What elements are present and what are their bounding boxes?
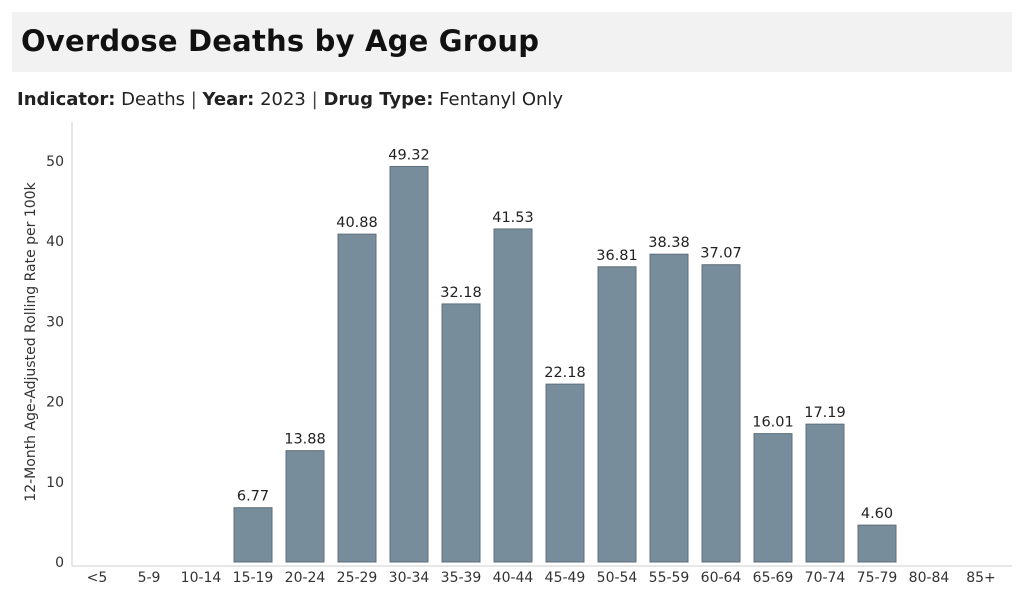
x-tick-label: 85+: [966, 570, 996, 586]
year-label: Year:: [202, 89, 255, 110]
bar-25-29[interactable]: [337, 233, 377, 563]
data-label: 40.88: [336, 215, 378, 231]
title-bar: Overdose Deaths by Age Group: [12, 12, 1012, 72]
x-tick-label: 60-64: [701, 570, 742, 586]
x-tick-label: 20-24: [285, 570, 326, 586]
drug-type-value: Fentanyl Only: [439, 89, 564, 110]
bar-60-64[interactable]: [701, 264, 741, 563]
x-tick-label: 70-74: [805, 570, 846, 586]
data-labels: 6.77 13.88 40.88 49.32 32.18 41.53 22.18 36.81 3…: [237, 147, 893, 522]
x-tick-label: 55-59: [649, 570, 690, 586]
indicator-label: Indicator:: [17, 89, 116, 110]
bar-20-24[interactable]: [285, 450, 325, 563]
data-label: 37.07: [700, 246, 742, 262]
y-axis-title: 12-Month Age-Adjusted Rolling Rate per 1…: [23, 181, 39, 501]
x-tick-label: 25-29: [337, 570, 378, 586]
x-tick-label: 15-19: [233, 570, 274, 586]
bar-70-74[interactable]: [805, 423, 845, 563]
data-label: 6.77: [237, 489, 269, 505]
separator: |: [190, 89, 197, 110]
x-tick-label: 45-49: [545, 570, 586, 586]
x-tick-label: 10-14: [181, 570, 222, 586]
bar-65-69[interactable]: [753, 433, 793, 563]
data-label: 32.18: [440, 285, 482, 301]
y-tick-label: 30: [46, 314, 64, 330]
year-value: 2023: [260, 89, 306, 110]
indicator-value: Deaths: [121, 89, 185, 110]
data-label: 36.81: [596, 248, 638, 264]
bar-40-44[interactable]: [493, 228, 533, 563]
y-tick-label: 20: [46, 395, 64, 411]
data-label: 38.38: [648, 235, 690, 251]
x-tick-label: 40-44: [493, 570, 534, 586]
data-label: 4.60: [861, 506, 893, 522]
bar-75-79[interactable]: [857, 524, 897, 563]
bar-30-34[interactable]: [389, 165, 429, 563]
bar-50-54[interactable]: [597, 266, 637, 563]
bar-45-49[interactable]: [545, 383, 585, 563]
data-label: 16.01: [752, 415, 794, 431]
x-tick-label: <5: [87, 570, 108, 586]
x-tick-label: 50-54: [597, 570, 638, 586]
data-label: 49.32: [388, 147, 430, 163]
bar-35-39[interactable]: [441, 303, 481, 563]
drug-type-label: Drug Type:: [323, 89, 434, 110]
x-axis-ticks: <5 5-9 10-14 15-19 20-24 25-29 30-34 35-39 40-44…: [87, 570, 996, 586]
bars: [233, 165, 897, 563]
bar-55-59[interactable]: [649, 253, 689, 563]
x-tick-label: 35-39: [441, 570, 482, 586]
x-tick-label: 5-9: [138, 570, 161, 586]
data-label: 13.88: [284, 432, 326, 448]
x-tick-label: 75-79: [857, 570, 898, 586]
x-tick-label: 80-84: [909, 570, 950, 586]
filter-summary: Indicator: Deaths | Year: 2023 | Drug Ty…: [17, 89, 563, 110]
y-axis-ticks: 0 10 20 30 40 50: [46, 154, 64, 571]
x-tick-label: 30-34: [389, 570, 430, 586]
data-label: 41.53: [492, 210, 534, 226]
page-title: Overdose Deaths by Age Group: [21, 24, 540, 58]
data-label: 17.19: [804, 405, 846, 421]
y-tick-label: 10: [46, 475, 64, 491]
y-tick-label: 40: [46, 234, 64, 250]
bar-15-19[interactable]: [233, 507, 273, 563]
data-label: 22.18: [544, 365, 586, 381]
y-tick-label: 0: [55, 555, 64, 571]
y-tick-label: 50: [46, 154, 64, 170]
separator: |: [311, 89, 318, 110]
x-tick-label: 65-69: [753, 570, 794, 586]
